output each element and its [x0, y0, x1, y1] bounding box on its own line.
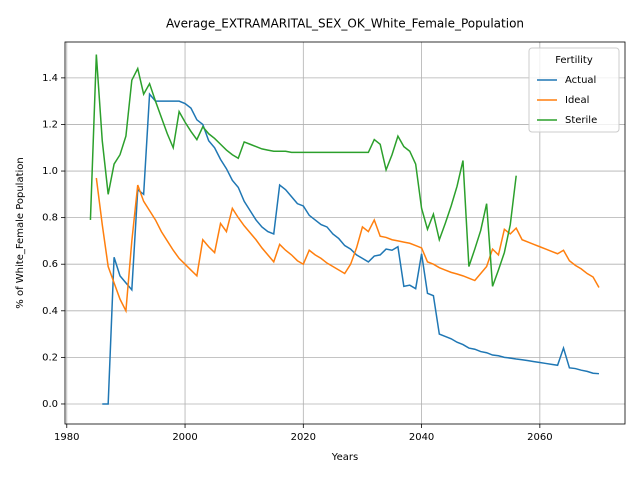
- y-axis-label: % of White_Female Population: [15, 157, 26, 308]
- x-tick-label: 1980: [54, 432, 79, 443]
- y-tick-label: 1.2: [42, 119, 58, 130]
- y-tick-label: 1.0: [42, 166, 58, 177]
- plot-frame: [64, 41, 626, 425]
- y-tick-label: 0.6: [42, 259, 58, 270]
- x-axis-label: Years: [331, 452, 358, 463]
- legend-box: [528, 47, 620, 133]
- x-tick-label: 2040: [409, 432, 434, 443]
- legend-title: Fertility: [555, 55, 593, 66]
- legend-label: Ideal: [565, 95, 589, 106]
- y-tick-label: 0.2: [42, 352, 58, 363]
- x-tick-label: 2020: [291, 432, 316, 443]
- line-series: [95, 177, 600, 314]
- legend-label: Actual: [565, 75, 596, 86]
- x-tick-label: 2060: [527, 432, 552, 443]
- x-tick-label: 2000: [172, 432, 197, 443]
- y-tick-label: 0.0: [42, 399, 58, 410]
- legend: Fertility Actual Ideal Sterile: [528, 47, 620, 133]
- legend-label: Sterile: [565, 115, 597, 126]
- y-tick-label: 0.8: [42, 213, 58, 224]
- y-tick-label: 1.4: [42, 73, 58, 84]
- chart-title: Average_EXTRAMARITAL_SEX_OK_White_Female…: [166, 17, 524, 31]
- line-series: [102, 92, 600, 405]
- y-tick-label: 0.4: [42, 306, 58, 317]
- line-series: [89, 54, 517, 287]
